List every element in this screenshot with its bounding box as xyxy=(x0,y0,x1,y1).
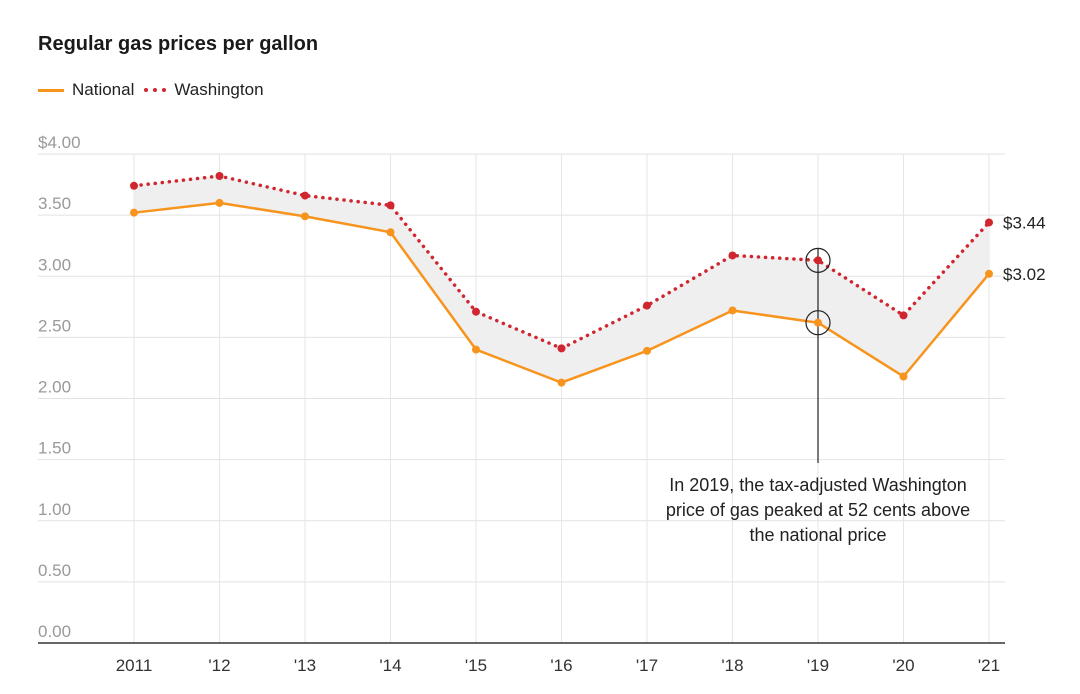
y-tick-label: $4.00 xyxy=(38,133,81,152)
data-point-national xyxy=(472,345,480,354)
x-tick-label: '19 xyxy=(807,656,829,675)
data-point-washington xyxy=(301,191,309,200)
y-tick-label: 1.50 xyxy=(38,439,71,458)
data-point-washington xyxy=(814,256,822,265)
x-tick-label: '17 xyxy=(636,656,658,675)
x-tick-label: '16 xyxy=(550,656,572,675)
data-point-washington xyxy=(130,181,138,190)
y-tick-label: 3.50 xyxy=(38,194,71,213)
y-tick-label: 1.00 xyxy=(38,500,71,519)
legend-item-washington: Washington xyxy=(144,80,264,100)
data-point-washington xyxy=(557,344,566,353)
y-tick-label: 0.00 xyxy=(38,622,71,641)
y-tick-label: 2.00 xyxy=(38,378,71,397)
x-tick-label: 2011 xyxy=(116,656,153,675)
data-point-national xyxy=(557,378,566,387)
legend-swatch-national xyxy=(38,88,64,92)
end-label-national: $3.02 xyxy=(1003,265,1046,284)
annotation-circle-washington xyxy=(805,247,831,273)
data-point-national xyxy=(386,228,395,237)
data-point-national xyxy=(728,306,737,315)
x-tick-label: '18 xyxy=(721,656,743,675)
y-tick-label: 2.50 xyxy=(38,316,71,335)
data-point-washington xyxy=(643,301,651,310)
data-point-washington xyxy=(728,251,737,260)
data-point-washington xyxy=(472,307,480,316)
data-point-washington xyxy=(386,201,395,210)
data-point-national xyxy=(215,198,224,207)
data-point-national xyxy=(130,208,138,217)
x-tick-label: '13 xyxy=(294,656,316,675)
data-point-washington xyxy=(985,218,993,227)
legend-label-national: National xyxy=(72,80,135,99)
legend-item-national: National xyxy=(38,80,134,100)
x-tick-label: '20 xyxy=(892,656,914,675)
y-tick-label: 0.50 xyxy=(38,561,71,580)
x-tick-label: '14 xyxy=(379,656,401,675)
legend-label-washington: Washington xyxy=(174,80,264,99)
legend-swatch-washington xyxy=(144,88,167,92)
data-point-national xyxy=(899,372,908,381)
chart-title: Regular gas prices per gallon xyxy=(38,33,319,55)
data-point-national xyxy=(814,318,822,327)
end-label-washington: $3.44 xyxy=(1003,213,1046,232)
legend: National Washington xyxy=(38,80,274,100)
data-point-washington xyxy=(215,172,224,181)
x-tick-label: '21 xyxy=(978,656,1000,675)
x-tick-label: '15 xyxy=(465,656,487,675)
annotation-text-line: the national price xyxy=(749,525,886,545)
data-point-national xyxy=(985,269,993,278)
data-point-washington xyxy=(899,311,908,320)
y-tick-label: 3.00 xyxy=(38,255,71,274)
annotation-circle-national xyxy=(805,310,831,336)
x-tick-label: '12 xyxy=(208,656,230,675)
data-point-national xyxy=(301,212,309,221)
data-point-national xyxy=(643,346,651,355)
annotation-text-line: price of gas peaked at 52 cents above xyxy=(666,500,970,520)
annotation-text-line: In 2019, the tax-adjusted Washington xyxy=(669,475,967,495)
